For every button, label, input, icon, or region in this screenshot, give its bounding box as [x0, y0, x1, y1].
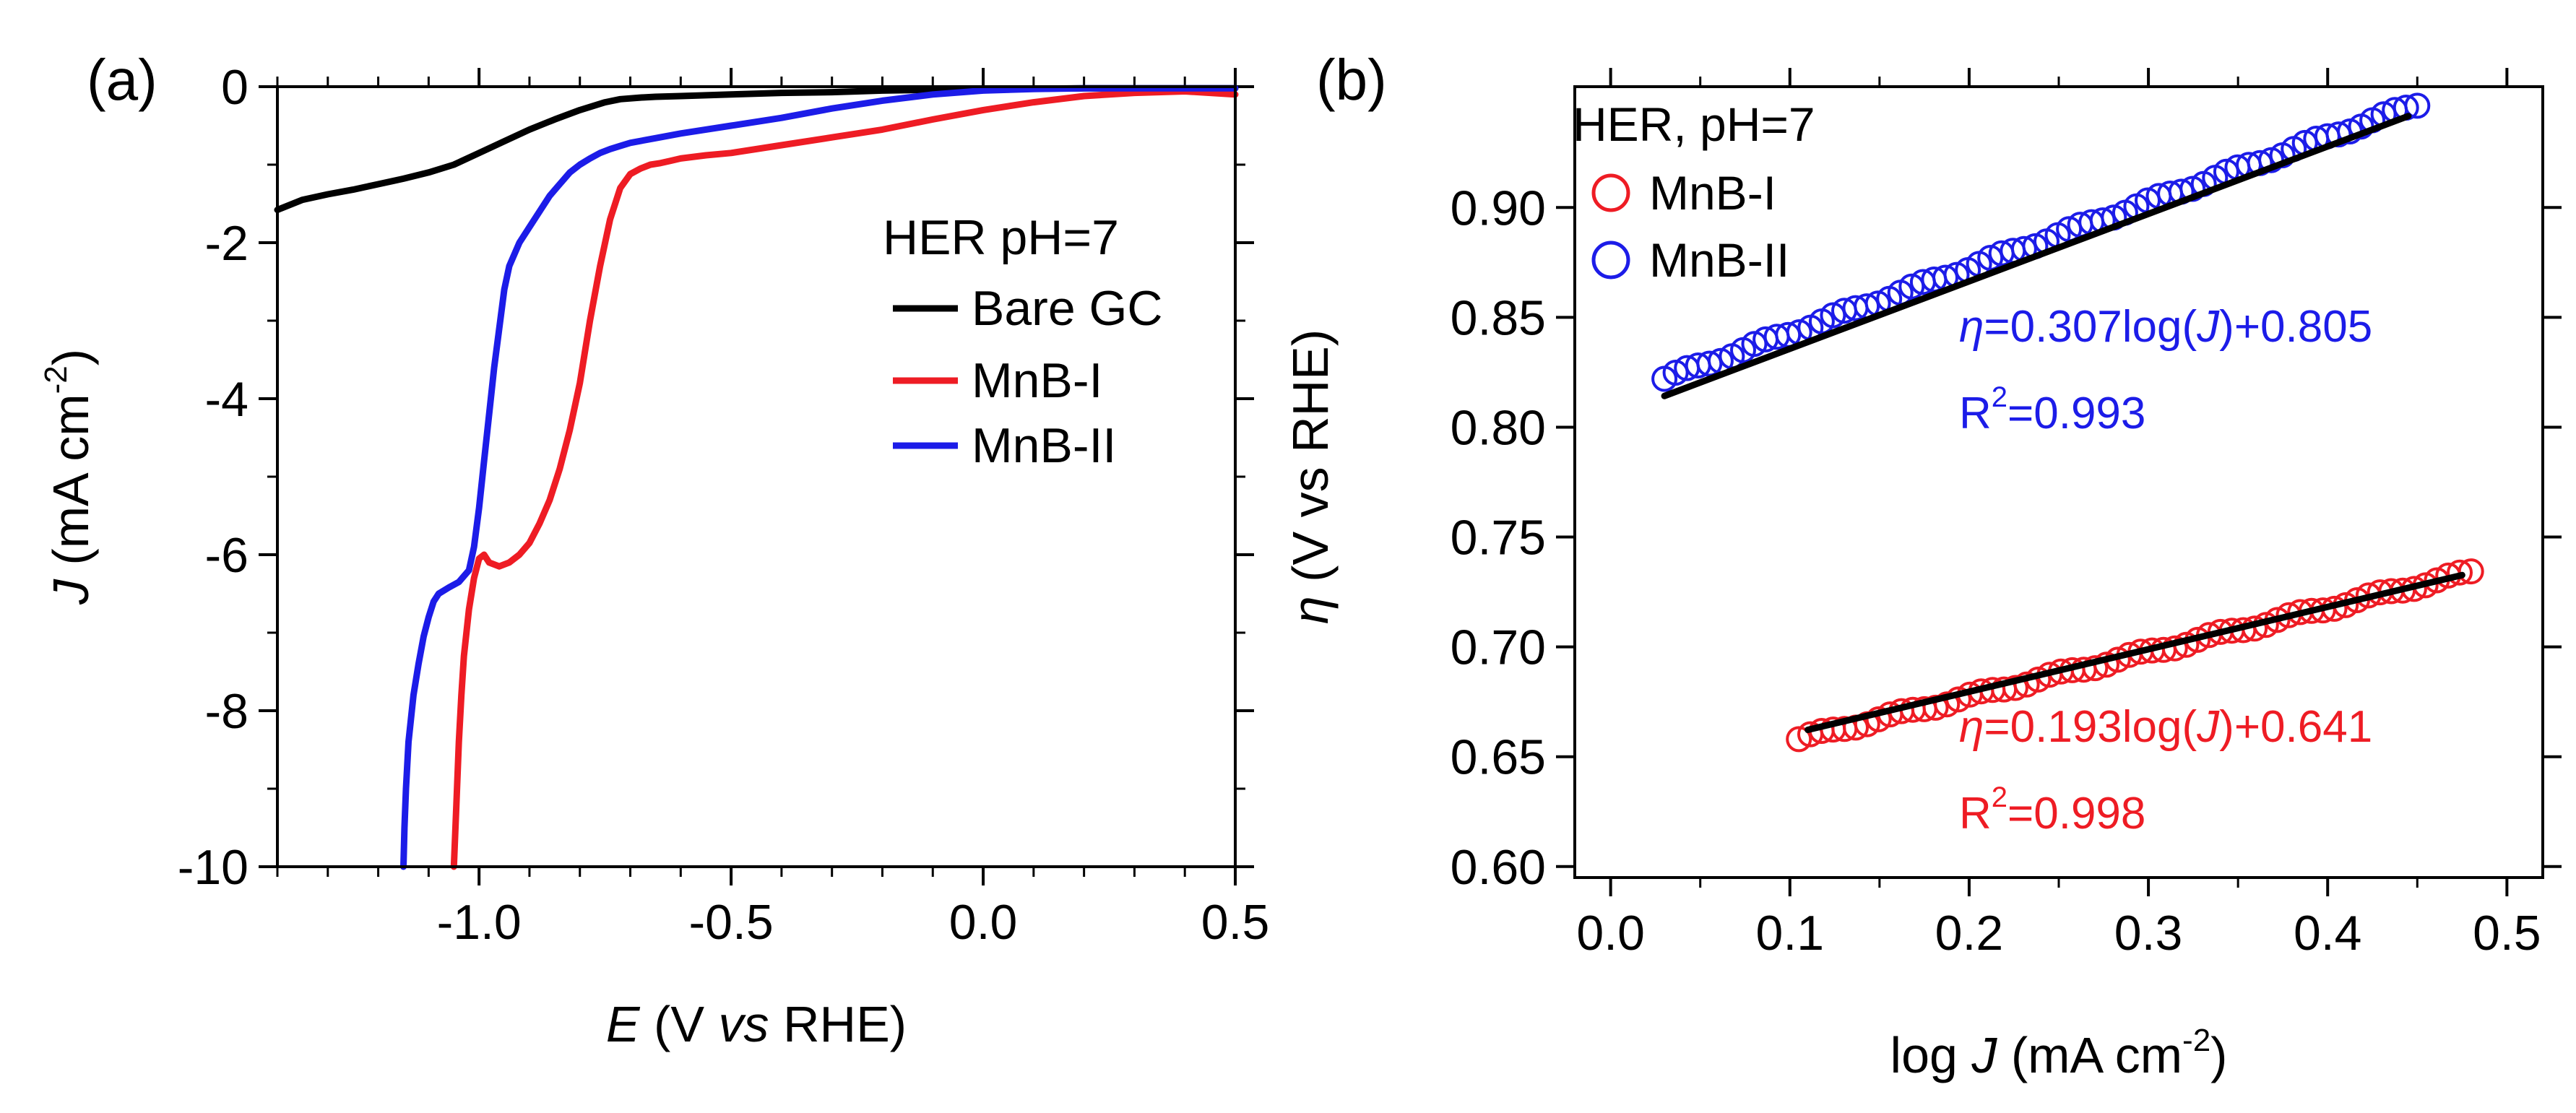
panel-a-ticks — [259, 68, 1254, 885]
legend-marker-mnb-i — [1591, 173, 1630, 212]
panel-b: (b) 0.0 0.1 0.2 0.3 0.4 0.50.600.650.700.750.… — [1282, 48, 2562, 1083]
panel-b-plot-frame — [1573, 85, 2544, 879]
panel-b-y-axis-label: η (V vs RHE) — [1282, 329, 1339, 624]
data-point-mnb-i-0 — [1786, 726, 1812, 753]
y-tick-label-a-1: -2 — [205, 216, 248, 271]
data-point-mnb-ii-67 — [2404, 92, 2431, 119]
fit-annotation-mnb-i: η=0.193log(J)+0.641 R2=0.998 — [1959, 702, 2372, 839]
x-tick-label-b-4: 0.4 — [2294, 906, 2362, 961]
legend-label-mnb-i: MnB-I — [1649, 166, 1776, 220]
data-point-mnb-ii-60 — [2325, 121, 2352, 148]
x-tick-label-b-3: 0.3 — [2114, 906, 2183, 961]
data-point-mnb-i-20 — [2013, 671, 2040, 698]
panel-a-tick-labels: -1.0 -0.5 0.0 0.5 0 -2 -4 -6 -8 -10 — [178, 60, 1270, 950]
x-tick-label-a-3: 0.5 — [1201, 895, 1270, 950]
fit-line-mnb-i — [1805, 571, 2465, 734]
data-point-mnb-ii-15 — [1820, 302, 1846, 329]
x-tick-label-b-0: 0.0 — [1576, 906, 1645, 961]
data-point-mnb-ii-8 — [1741, 331, 1768, 358]
data-point-mnb-i-58 — [2447, 559, 2473, 586]
y-tick-label-a-3: -6 — [205, 528, 248, 583]
panel-a-y-axis-label: J (mA cm-2) — [38, 349, 99, 605]
panel-a-label: (a) — [87, 48, 157, 112]
y-tick-label-a-0: 0 — [221, 60, 248, 115]
fit-r2-mnb-i: R2=0.998 — [1959, 781, 2145, 839]
legend-label-mnb-ii: MnB-II — [972, 418, 1116, 473]
series-line-bare-gc — [274, 85, 1239, 214]
legend-label-mnb-i: MnB-I — [972, 353, 1102, 408]
fit-equation-mnb-i: η=0.193log(J)+0.641 — [1959, 702, 2372, 752]
data-point-mnb-i-13 — [1934, 691, 1961, 718]
panel-b-ticks — [1556, 68, 2562, 896]
panel-a-legend-title: HER pH=7 — [883, 210, 1119, 265]
y-tick-label-b-2: 0.70 — [1451, 620, 1546, 675]
legend-label-bare-gc: Bare GC — [972, 281, 1163, 336]
x-tick-label-b-5: 0.5 — [2473, 906, 2541, 961]
panel-a-legend: HER pH=7 Bare GC MnB-I MnB-II — [883, 210, 1163, 473]
x-tick-label-a-0: -1.0 — [437, 895, 522, 950]
fit-equation-mnb-ii: η=0.307log(J)+0.805 — [1959, 302, 2372, 352]
y-tick-label-a-2: -4 — [205, 372, 248, 427]
legend-entry-mnb-ii: MnB-II — [893, 418, 1116, 473]
data-point-mnb-i-59 — [2458, 558, 2484, 585]
x-tick-label-a-2: 0.0 — [949, 895, 1018, 950]
legend-entry-bare-gc: Bare GC — [893, 281, 1163, 336]
legend-marker-mnb-ii — [1591, 241, 1630, 280]
data-point-mnb-ii-1 — [1662, 360, 1689, 386]
y-tick-label-b-1: 0.65 — [1451, 730, 1546, 785]
y-tick-label-b-3: 0.75 — [1451, 511, 1546, 566]
panel-b-tick-labels: 0.0 0.1 0.2 0.3 0.4 0.5 0.60 0.65 0.70 0.75 0.80 0.… — [1451, 181, 2541, 961]
series-line-mnb-i — [450, 88, 1239, 870]
series-line-mnb-ii — [400, 85, 1239, 870]
legend-entry-mnb-i: MnB-I — [893, 353, 1102, 408]
y-tick-label-a-4: -8 — [205, 684, 248, 739]
fit-line-mnb-ii — [1661, 113, 2412, 399]
data-point-mnb-i-26 — [2082, 655, 2109, 682]
x-tick-label-b-2: 0.2 — [1935, 906, 2004, 961]
y-tick-label-b-6: 0.90 — [1451, 181, 1546, 235]
panel-a: (a) -1.0 -0.5 0.0 0.5 0 -2 -4 -6 -8 -10 E (V vs R… — [38, 48, 1269, 1052]
panel-a-x-axis-label: E (V vs RHE) — [606, 996, 907, 1052]
y-tick-label-b-5: 0.85 — [1451, 290, 1546, 345]
legend-entry-mnb-i: MnB-I — [1591, 166, 1776, 220]
panel-b-legend-title: HER, pH=7 — [1573, 98, 1815, 151]
legend-entry-mnb-ii: MnB-II — [1591, 233, 1789, 287]
y-tick-label-b-0: 0.60 — [1451, 840, 1546, 895]
data-point-mnb-i-12 — [1922, 694, 1949, 721]
x-tick-label-b-1: 0.1 — [1756, 906, 1825, 961]
panel-b-legend: HER, pH=7 MnB-I MnB-II — [1573, 98, 1815, 287]
legend-label-mnb-ii: MnB-II — [1649, 233, 1789, 287]
panel-a-series — [274, 85, 1239, 870]
panel-b-series — [1651, 92, 2484, 753]
fit-annotation-mnb-ii: η=0.307log(J)+0.805 R2=0.993 — [1959, 302, 2372, 438]
fit-r2-mnb-ii: R2=0.993 — [1959, 381, 2145, 438]
data-point-mnb-i-19 — [2002, 675, 2028, 701]
y-tick-label-b-4: 0.80 — [1451, 400, 1546, 455]
panel-b-label: (b) — [1316, 48, 1387, 112]
y-tick-label-a-5: -10 — [178, 840, 248, 895]
panel-a-plot-frame — [276, 85, 1237, 868]
data-point-mnb-i-7 — [1865, 706, 1892, 732]
panel-b-x-axis-label: log J (mA cm-2) — [1890, 1023, 2228, 1083]
x-tick-label-a-1: -0.5 — [689, 895, 774, 950]
data-point-mnb-ii-4 — [1696, 350, 1723, 377]
